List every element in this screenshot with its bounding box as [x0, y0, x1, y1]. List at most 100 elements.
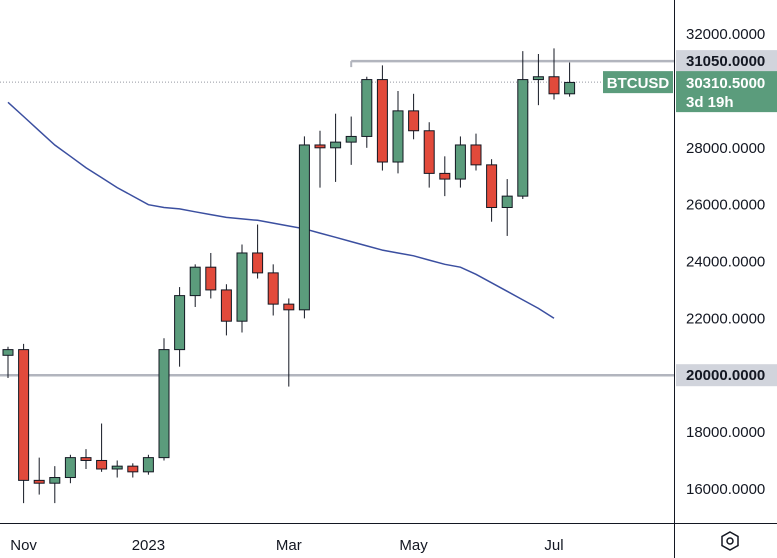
y-tick-label: 18000.0000 — [686, 424, 765, 441]
moving-average-line — [7, 101, 555, 319]
candle — [283, 298, 295, 387]
candle-body-down — [205, 266, 217, 291]
candle — [330, 113, 342, 182]
candle-body-down — [408, 110, 420, 132]
candle — [486, 159, 498, 222]
candle-body-down — [33, 479, 45, 484]
candle-body-down — [470, 144, 482, 166]
y-tick-label: 32000.0000 — [686, 26, 765, 43]
candle-body-up — [111, 465, 123, 470]
candle — [111, 460, 123, 478]
candle-body-up — [158, 349, 170, 459]
level-price-tag — [676, 50, 777, 73]
candle-body-down — [439, 172, 451, 180]
candle-body-up — [189, 266, 201, 297]
candle — [298, 136, 310, 319]
level-price-tag — [676, 364, 777, 387]
last-price-label: 30310.5000 — [686, 75, 765, 92]
candle-body-up — [174, 295, 186, 351]
candle-body-down — [283, 303, 295, 311]
symbol-label: BTCUSD — [607, 75, 670, 92]
candle-body-up — [2, 349, 14, 356]
price-tags: 31050.0000 20000.0000 30310.5000 3d 19h BTCU… — [603, 50, 777, 387]
candle — [392, 90, 404, 174]
candle-body-down — [423, 130, 435, 174]
candle-body-down — [486, 164, 498, 208]
candle — [189, 264, 201, 307]
plot-area — [0, 48, 674, 504]
candle-body-down — [252, 252, 264, 274]
candle — [220, 284, 232, 336]
candle-body-up — [64, 457, 76, 479]
candle — [174, 287, 186, 367]
candle-body-up — [564, 81, 576, 95]
candle-body-up — [532, 76, 544, 81]
candle — [267, 264, 279, 316]
candle-body-down — [548, 76, 560, 95]
x-tick-label: Mar — [276, 537, 302, 554]
candle — [49, 466, 61, 504]
hexagon-settings-icon[interactable] — [719, 530, 741, 552]
countdown-label: 3d 19h — [686, 94, 734, 111]
candle-body-down — [376, 79, 388, 163]
candle — [439, 156, 451, 197]
candle — [314, 130, 326, 188]
level-price-label: 20000.0000 — [686, 367, 765, 384]
candle-body-down — [220, 289, 232, 322]
candle — [564, 62, 576, 97]
candle — [376, 65, 388, 171]
candle-body-up — [501, 195, 513, 208]
candle — [80, 449, 92, 469]
candle — [548, 48, 560, 100]
candle-body-down — [18, 349, 30, 481]
time-axis: Nov 2023 Mar May Jul — [0, 523, 777, 554]
candle-body-up — [454, 144, 466, 180]
candle-body-down — [96, 459, 108, 470]
candle-body-down — [127, 465, 139, 473]
candle — [252, 224, 264, 279]
candle — [142, 454, 154, 475]
y-tick-label: 28000.0000 — [686, 140, 765, 157]
candle — [158, 338, 170, 461]
candle — [470, 133, 482, 171]
candle-body-up — [298, 144, 310, 311]
candle — [517, 51, 529, 199]
candle — [408, 93, 420, 140]
y-tick-label: 22000.0000 — [686, 310, 765, 327]
candle — [127, 463, 139, 478]
x-tick-label: 2023 — [132, 537, 165, 554]
x-tick-label: Jul — [544, 537, 563, 554]
last-price-tag — [676, 71, 777, 113]
candle — [345, 116, 357, 165]
candle — [532, 54, 544, 106]
y-tick-label: 24000.0000 — [686, 254, 765, 271]
candle-body-up — [49, 477, 61, 484]
candle — [33, 457, 45, 495]
candle-body-up — [345, 135, 357, 143]
candle — [64, 454, 76, 484]
x-tick-label: Nov — [10, 537, 37, 554]
candle-body-up — [392, 110, 404, 163]
candle — [423, 122, 435, 188]
candle — [2, 346, 14, 379]
candle-body-up — [330, 141, 342, 149]
candle — [236, 244, 248, 333]
level-price-label: 31050.0000 — [686, 53, 765, 70]
x-tick-label: May — [399, 537, 428, 554]
y-tick-label: 26000.0000 — [686, 197, 765, 214]
y-tick-label: 16000.0000 — [686, 481, 765, 498]
candle — [205, 252, 217, 299]
candle — [454, 136, 466, 188]
candle — [18, 343, 30, 504]
candle-body-up — [361, 79, 373, 137]
candle-body-down — [314, 144, 326, 149]
candle — [361, 76, 373, 148]
candle-body-up — [142, 457, 154, 473]
candle-body-up — [517, 79, 529, 197]
candle-body-up — [236, 252, 248, 322]
candle — [501, 179, 513, 236]
candle-body-down — [267, 272, 279, 305]
candle-body-down — [80, 457, 92, 461]
candle — [96, 423, 108, 472]
